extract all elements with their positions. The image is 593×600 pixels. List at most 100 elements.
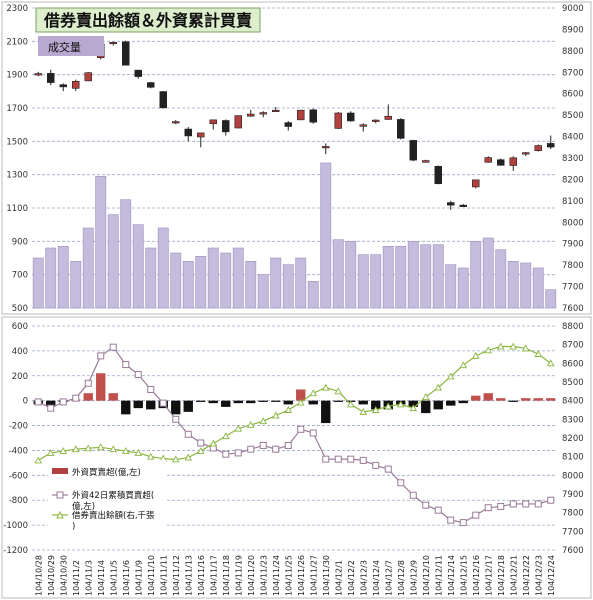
- x-tick-label: 104/12/7: [384, 560, 393, 596]
- short-point: [121, 447, 130, 455]
- candle-body: [84, 72, 92, 82]
- top-left-tick: 2100: [6, 37, 28, 47]
- candle-body: [197, 132, 205, 138]
- net-bar: [421, 400, 431, 414]
- volume-bar: [295, 257, 307, 309]
- candle-body: [172, 121, 180, 124]
- short-point: [446, 372, 455, 380]
- volume-bar: [545, 289, 557, 309]
- candle-body: [184, 128, 192, 137]
- cumulative-point: [384, 465, 392, 473]
- bottom-right-axis: 7600 7700 7800 7900 8000 8100 8200 8300 8400 8500…: [562, 322, 584, 556]
- short-point: [371, 406, 380, 413]
- title-box: [35, 7, 261, 33]
- x-tick-label: 104/12/24: [547, 555, 556, 596]
- candle-body: [522, 152, 530, 155]
- top-left-tick: 900: [12, 237, 28, 247]
- candle-body: [434, 166, 442, 185]
- x-tick-label: 104/11/23: [259, 555, 268, 596]
- top-right-tick: 9000: [562, 4, 584, 14]
- cumulative-point: [322, 455, 330, 463]
- short-point: [496, 342, 505, 350]
- cumulative-point: [434, 506, 442, 514]
- short-point: [296, 398, 305, 406]
- bottom-right-tick: 8800: [562, 322, 584, 332]
- net-bar: [533, 398, 543, 401]
- short-point: [534, 350, 543, 357]
- short-point: [196, 447, 205, 455]
- net-bar: [258, 400, 268, 402]
- short-point: [271, 411, 280, 419]
- short-point: [109, 445, 118, 453]
- candle-body: [534, 145, 542, 152]
- cumulative-point: [197, 439, 205, 447]
- x-tick-label: 104/12/15: [459, 555, 468, 596]
- net-bar: [296, 389, 306, 401]
- short-point: [321, 383, 330, 391]
- volume-bar: [445, 264, 457, 309]
- top-grid: [32, 7, 557, 309]
- short-point: [184, 453, 193, 461]
- x-tick-label: 104/12/14: [447, 555, 456, 596]
- net-bar: [371, 400, 381, 410]
- short-point: [459, 361, 468, 369]
- bottom-left-tick: -1200: [3, 546, 28, 556]
- cumulative-point: [472, 511, 480, 519]
- cumulative-point: [184, 430, 192, 438]
- x-axis-labels: 104/10/28 104/10/29 104/10/30 104/11/2 104/1…: [34, 555, 556, 596]
- volume-bar: [195, 256, 207, 309]
- x-tick-label: 104/11/9: [134, 560, 143, 596]
- short-balance-line: [34, 342, 555, 464]
- x-tick-label: 104/11/6: [122, 560, 131, 596]
- candle-body: [384, 115, 392, 120]
- legend-short-label: 借券賣出餘額(右,千張): [72, 510, 155, 532]
- volume-label: 成交量: [48, 40, 81, 54]
- cumulative-point: [497, 502, 505, 510]
- candle-body: [309, 109, 317, 123]
- cumulative-point: [372, 461, 380, 469]
- x-tick-label: 104/11/24: [272, 555, 281, 596]
- candle-body: [359, 124, 367, 127]
- volume-bar: [532, 267, 544, 309]
- bottom-left-tick: -600: [9, 471, 28, 481]
- volume-bar: [507, 261, 519, 309]
- cumulative-point: [422, 501, 430, 509]
- short-point: [171, 455, 180, 463]
- legend-cum-label: 外資42日累積買賣超(億,左): [72, 490, 154, 512]
- cumulative-point: [259, 441, 267, 449]
- candle-body: [447, 202, 455, 206]
- candle-body: [397, 119, 405, 139]
- volume-bar: [432, 244, 444, 309]
- legend-box: [48, 460, 166, 546]
- net-bar: [546, 398, 556, 401]
- top-left-tick: 1900: [6, 71, 28, 81]
- x-tick-label: 104/11/26: [297, 555, 306, 596]
- x-tick-label: 104/12/11: [434, 555, 443, 596]
- candle-body: [259, 112, 267, 115]
- net-bar: [358, 400, 368, 405]
- volume-bar: [282, 264, 294, 309]
- volume-bars: [32, 162, 557, 309]
- short-point: [346, 400, 355, 408]
- short-point: [396, 400, 405, 408]
- x-tick-label: 104/11/16: [197, 555, 206, 596]
- volume-bar: [320, 162, 332, 309]
- net-bar: [96, 373, 106, 401]
- short-point: [34, 456, 43, 464]
- bottom-right-tick: 8600: [562, 359, 584, 369]
- bottom-right-tick: 7900: [562, 490, 584, 500]
- short-point: [434, 383, 443, 391]
- volume-label-box: [38, 36, 104, 56]
- top-right-tick: 8400: [562, 133, 584, 143]
- x-tick-label: 104/11/3: [84, 560, 93, 596]
- top-right-tick: 8000: [562, 218, 584, 228]
- bottom-left-tick: 400: [12, 347, 28, 357]
- volume-bar: [520, 262, 532, 309]
- top-right-tick: 7700: [562, 283, 584, 293]
- net-bar: [146, 400, 156, 410]
- short-point: [359, 407, 368, 415]
- candle-body: [234, 115, 242, 129]
- bottom-right-tick: 8100: [562, 453, 584, 463]
- x-tick-label: 104/11/13: [184, 555, 193, 596]
- x-tick-label: 104/12/21: [509, 555, 518, 596]
